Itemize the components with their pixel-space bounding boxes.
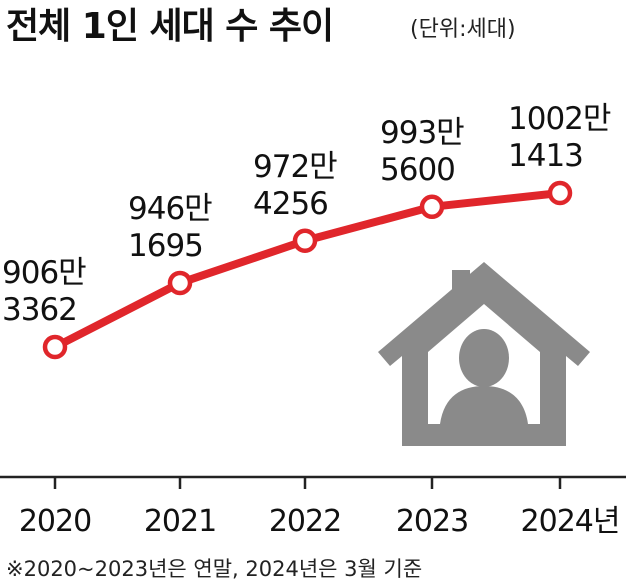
data-point-2023 <box>419 194 445 220</box>
chart-title: 전체 1인 세대 수 추이 <box>6 6 333 47</box>
x-tick-label-2024년: 2024년 <box>521 504 620 539</box>
data-label-2020-line2: 3362 <box>2 292 77 328</box>
data-point-2022 <box>292 228 318 254</box>
x-tick-label-2021: 2021 <box>144 504 216 539</box>
data-label-2020-line1: 906만 <box>2 255 86 291</box>
data-point-2024년 <box>547 180 573 206</box>
data-label-2023-line2: 5600 <box>380 152 455 188</box>
data-label-2024년-line1: 1002만 <box>508 101 611 137</box>
data-label-2022-line1: 972만 <box>253 149 337 185</box>
data-label-2024년-line2: 1413 <box>508 138 583 174</box>
x-tick-label-2022: 2022 <box>269 504 341 539</box>
data-label-2021-line1: 946만 <box>128 191 212 227</box>
chart-footnote: ※2020~2023년은 연말, 2024년은 3월 기준 <box>6 557 422 581</box>
x-tick-label-2020: 2020 <box>19 504 91 539</box>
data-label-2022-line2: 4256 <box>253 186 328 222</box>
data-point-2020 <box>42 334 68 360</box>
house-person-icon <box>378 262 590 446</box>
x-tick-label-2023: 2023 <box>396 504 468 539</box>
data-label-2021-line2: 1695 <box>128 228 203 264</box>
chart-unit-note: (단위:세대) <box>410 17 516 42</box>
data-label-2023-line1: 993만 <box>380 115 464 151</box>
data-point-2021 <box>167 270 193 296</box>
